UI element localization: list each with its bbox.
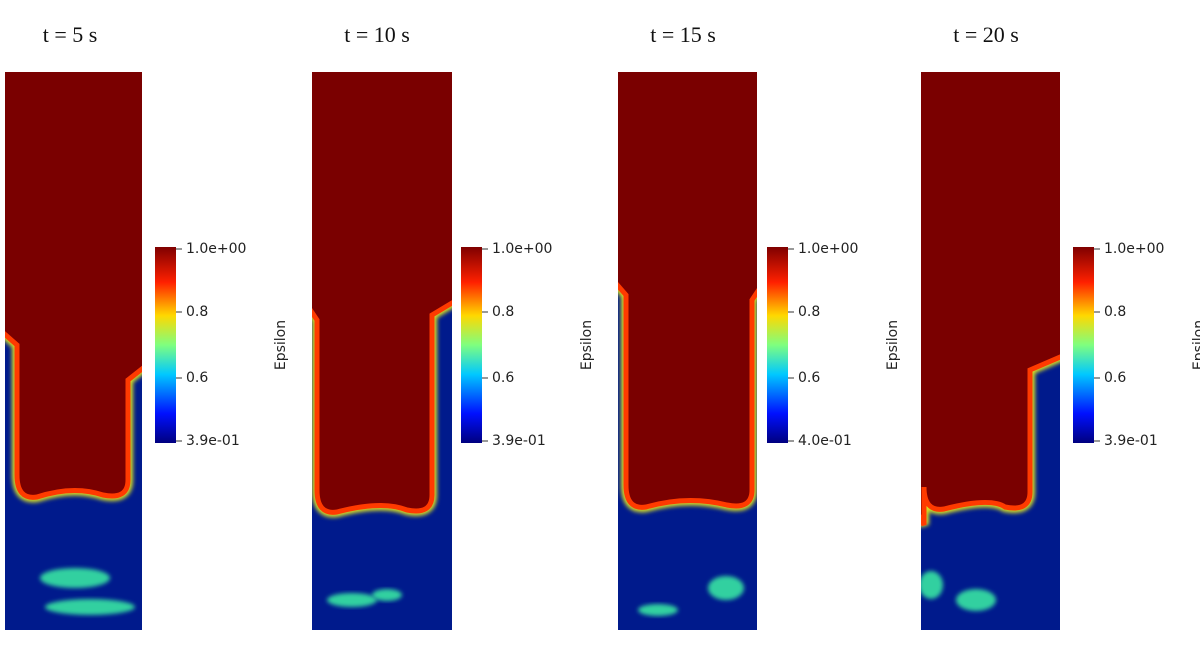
panel: t = 15 s 1.0e+00 0.8 0.6 4.0e-01 Epsilon (618, 22, 901, 630)
colorbar (155, 247, 176, 443)
colorbar-tick-label: 0.8 (186, 304, 208, 320)
colorbar-label: Epsilon (885, 320, 901, 370)
field-blob (921, 571, 943, 599)
colorbar-label: Epsilon (273, 320, 289, 370)
field-dense-region (921, 72, 1060, 527)
panel-title: t = 10 s (344, 22, 410, 47)
colorbar-tick-label: 1.0e+00 (492, 241, 552, 257)
panel: t = 10 s 1.0e+00 0.8 0.6 3.9e-01 Epsilon (312, 22, 595, 630)
colorbar-label: Epsilon (1191, 320, 1200, 370)
field-dense-region (312, 72, 452, 515)
field-blob (956, 589, 996, 611)
colorbar-tick-label: 1.0e+00 (186, 241, 246, 257)
colorbar-tick-label: 0.8 (492, 304, 514, 320)
colorbar-tick-label: 1.0e+00 (798, 241, 858, 257)
colorbar (1073, 247, 1094, 443)
colorbar-tick-label: 3.9e-01 (1104, 433, 1158, 449)
colorbar-tick-label: 0.6 (1104, 370, 1126, 386)
field-blob (40, 568, 110, 588)
panel-title: t = 20 s (953, 22, 1019, 47)
field-dense-region (5, 72, 142, 500)
field-blob (708, 576, 744, 600)
panel-title: t = 15 s (650, 22, 716, 47)
colorbar-tick-label: 0.6 (798, 370, 820, 386)
field-image (5, 72, 142, 630)
colorbar-tick-label: 0.6 (186, 370, 208, 386)
colorbar-tick-label: 3.9e-01 (186, 433, 240, 449)
colorbar-tick-label: 0.8 (1104, 304, 1126, 320)
field-blob (372, 589, 402, 601)
panel: t = 20 s 1.0e+00 0.8 0.6 3.9e-01 Epsilon (921, 22, 1200, 630)
colorbar-tick-label: 3.9e-01 (492, 433, 546, 449)
colorbar-tick-label: 4.0e-01 (798, 433, 852, 449)
colorbar-label: Epsilon (579, 320, 595, 370)
panel-title: t = 5 s (43, 22, 98, 47)
colorbar (461, 247, 482, 443)
field-blob (327, 593, 377, 607)
colorbar-tick-label: 0.8 (798, 304, 820, 320)
colorbar (767, 247, 788, 443)
field-blob (638, 604, 678, 616)
field-image (312, 72, 452, 630)
colorbar-tick-label: 1.0e+00 (1104, 241, 1164, 257)
field-dense-region (618, 72, 757, 510)
field-blob (45, 599, 135, 615)
field-image (921, 72, 1060, 630)
panel: t = 5 s 1.0e+00 0.8 0.6 3.9e-01 Epsilon (5, 22, 289, 630)
field-image (618, 72, 757, 630)
colorbar-tick-label: 0.6 (492, 370, 514, 386)
